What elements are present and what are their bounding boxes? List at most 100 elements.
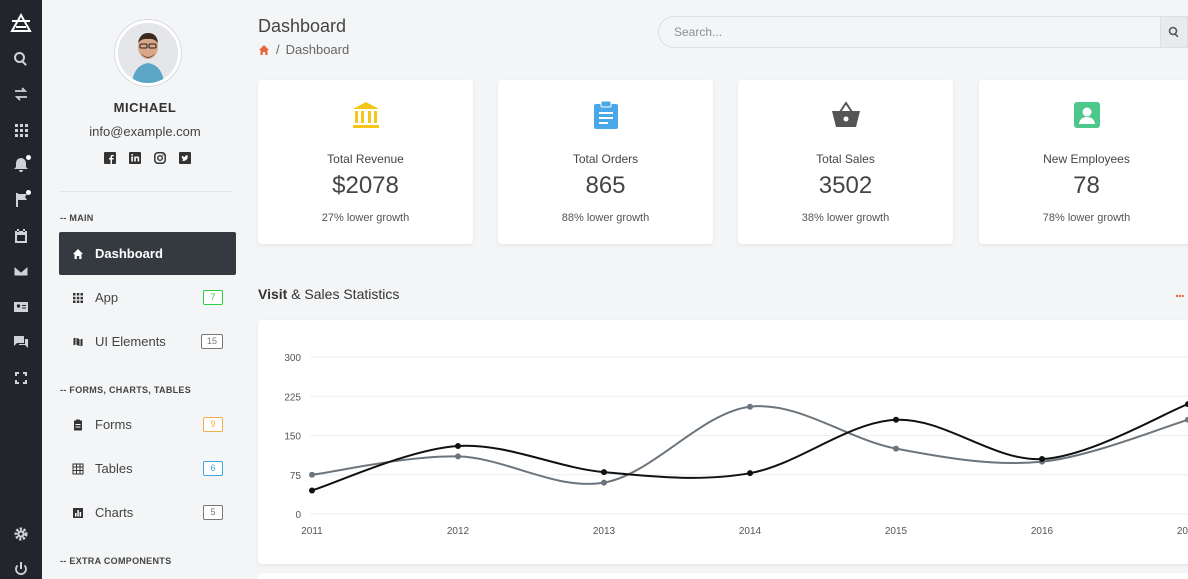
bar-chart-icon <box>72 507 84 519</box>
profile-divider <box>60 191 232 192</box>
mail-icon[interactable] <box>11 261 31 281</box>
user-email: info@example.com <box>89 124 201 139</box>
app-logo-icon[interactable] <box>10 12 32 34</box>
sidebar-item-label: Dashboard <box>95 246 163 261</box>
sidebar-item-label: Tables <box>95 461 133 476</box>
linkedin-icon[interactable] <box>129 152 141 164</box>
search-icon[interactable] <box>11 49 31 69</box>
series-line <box>311 403 1188 492</box>
y-tick-label: 225 <box>284 392 301 403</box>
home-icon <box>72 248 84 260</box>
breadcrumb: / Dashboard <box>258 42 349 57</box>
icon-rail <box>0 0 42 579</box>
sidebar-item-app[interactable]: App 7 <box>59 276 236 319</box>
section-title-rest: & Sales Statistics <box>287 286 400 302</box>
x-tick-label: 2015 <box>885 526 908 537</box>
card-label: Total Sales <box>816 152 875 166</box>
bell-icon[interactable] <box>11 155 31 175</box>
instagram-icon[interactable] <box>154 152 166 164</box>
badge-count: 15 <box>200 334 223 349</box>
clipboard-list-icon <box>591 100 621 130</box>
next-card <box>258 573 1188 579</box>
sidebar-item-label: Charts <box>95 505 134 520</box>
card-value: 3502 <box>818 172 873 199</box>
search-button[interactable] <box>1160 16 1188 48</box>
badge-count: 5 <box>203 505 223 520</box>
basket-icon <box>831 100 861 130</box>
x-tick-label: 2012 <box>447 526 470 537</box>
facebook-icon[interactable] <box>104 152 116 164</box>
x-tick-label: 2014 <box>739 526 762 537</box>
x-tick-label: 2017 <box>1177 526 1188 537</box>
data-point[interactable] <box>747 470 753 477</box>
page-title: Dashboard <box>258 16 347 36</box>
card-value: $2078 <box>332 172 399 199</box>
user-name: MICHAEL <box>113 100 177 115</box>
search-box <box>658 16 1178 48</box>
swap-icon[interactable] <box>11 84 31 104</box>
stat-card-orders[interactable]: Total Orders 865 88% lower growth <box>498 80 713 244</box>
sidebar-item-tables[interactable]: Tables 6 <box>59 447 236 490</box>
section-main: -- MAIN <box>60 213 94 223</box>
data-point[interactable] <box>601 469 607 476</box>
avatar[interactable] <box>115 20 181 86</box>
breadcrumb-current: Dashboard <box>285 42 350 57</box>
card-label: Total Revenue <box>327 152 404 166</box>
badge-count: 9 <box>203 417 223 432</box>
y-tick-label: 0 <box>295 510 301 521</box>
more-options-button[interactable]: ... <box>1175 284 1185 300</box>
data-point[interactable] <box>747 403 753 410</box>
breadcrumb-separator: / <box>276 42 280 57</box>
stat-card-revenue[interactable]: Total Revenue $2078 27% lower growth <box>258 80 473 244</box>
flag-icon[interactable] <box>11 190 31 210</box>
section-extra-components: -- EXTRA COMPONENTS <box>60 556 172 566</box>
sidebar-item-dashboard[interactable]: Dashboard <box>59 232 236 275</box>
card-growth: 38% lower growth <box>801 212 890 224</box>
bank-icon <box>351 100 381 130</box>
map-icon <box>72 336 84 348</box>
y-tick-label: 150 <box>284 432 301 443</box>
stat-card-sales[interactable]: Total Sales 3502 38% lower growth <box>738 80 953 244</box>
card-label: New Employees <box>1043 152 1130 166</box>
power-icon[interactable] <box>11 559 31 579</box>
twitter-icon[interactable] <box>179 152 191 164</box>
card-value: 865 <box>585 172 626 199</box>
grid-icon <box>72 292 84 304</box>
card-growth: 27% lower growth <box>321 212 410 224</box>
badge-count: 6 <box>203 461 223 476</box>
data-point[interactable] <box>309 471 315 478</box>
chat-icon[interactable] <box>11 332 31 352</box>
data-point[interactable] <box>601 479 607 486</box>
contact-card-icon[interactable] <box>11 297 31 317</box>
badge-count: 7 <box>203 290 223 305</box>
data-point[interactable] <box>1039 456 1045 463</box>
search-input[interactable] <box>674 25 1144 39</box>
card-growth: 78% lower growth <box>1042 212 1131 224</box>
data-point[interactable] <box>893 445 899 452</box>
data-point[interactable] <box>455 453 461 460</box>
sidebar-item-charts[interactable]: Charts 5 <box>59 491 236 534</box>
sales-chart-card: 0 75 150 225 300 2011 2012 2013 2014 2015 2016 2017 <box>258 320 1188 564</box>
card-value: 78 <box>1073 172 1100 199</box>
line-chart: 0 75 150 225 300 2011 2012 2013 2014 2015 2016 2017 <box>284 353 1188 537</box>
data-point[interactable] <box>309 487 315 494</box>
table-icon <box>72 463 84 475</box>
card-label: Total Orders <box>572 152 639 166</box>
x-tick-label: 2011 <box>301 526 323 537</box>
data-point[interactable] <box>1185 401 1188 408</box>
data-point[interactable] <box>893 416 899 423</box>
stat-card-employees[interactable]: New Employees 78 78% lower growth <box>979 80 1188 244</box>
x-tick-label: 2016 <box>1031 526 1054 537</box>
data-point[interactable] <box>455 442 461 449</box>
home-icon[interactable] <box>258 44 270 56</box>
fullscreen-icon[interactable] <box>11 368 31 388</box>
sidebar-item-label: App <box>95 290 119 305</box>
sidebar-item-forms[interactable]: Forms 9 <box>59 403 236 446</box>
sidebar-item-ui-elements[interactable]: UI Elements 15 <box>59 320 236 363</box>
gear-icon[interactable] <box>11 524 31 544</box>
clipboard-icon <box>72 419 84 431</box>
calendar-icon[interactable] <box>11 226 31 246</box>
data-point[interactable] <box>1185 416 1188 423</box>
card-growth: 88% lower growth <box>561 212 650 224</box>
apps-grid-icon[interactable] <box>11 120 31 140</box>
